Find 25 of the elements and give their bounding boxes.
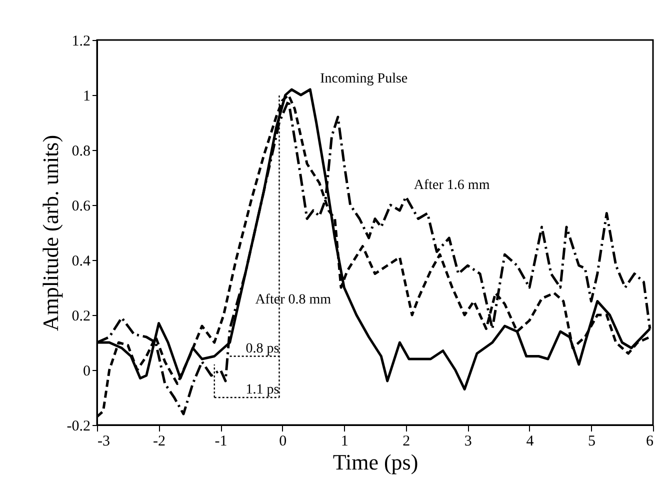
y-tick-label: 0 — [83, 364, 90, 380]
y-axis-title: Amplitude (arb. units) — [38, 134, 63, 332]
x-tick-label: 6 — [646, 434, 654, 450]
y-tick-label: 0.2 — [72, 308, 90, 324]
y-tick-label: 1 — [83, 88, 90, 104]
annotation: 0.8 ps — [246, 341, 280, 356]
annotation: 1.1 ps — [246, 382, 280, 398]
y-tick-label: 0.4 — [72, 254, 91, 270]
series-label: After 0.8 mm — [255, 292, 332, 308]
x-tick-label: -3 — [98, 434, 110, 450]
x-tick-label: -1 — [214, 434, 228, 450]
x-axis-title: Time (ps) — [332, 450, 418, 474]
x-tick-label: -2 — [153, 434, 166, 450]
x-tick-label: 3 — [464, 434, 472, 450]
x-tick-label: 1 — [340, 434, 348, 450]
x-tick-label: 5 — [588, 434, 596, 450]
x-tick-label: 4 — [526, 434, 534, 450]
x-tick-label: 2 — [402, 434, 410, 450]
y-tick-label: 1.2 — [72, 34, 90, 50]
y-tick-label: 0.6 — [72, 198, 91, 214]
x-tick-label: 0 — [279, 434, 287, 450]
series-label: Incoming Pulse — [320, 72, 408, 86]
y-tick-label: 0.8 — [72, 144, 90, 160]
series-label: After 1.6 mm — [414, 178, 490, 193]
y-tick-label: -0.2 — [66, 418, 90, 434]
